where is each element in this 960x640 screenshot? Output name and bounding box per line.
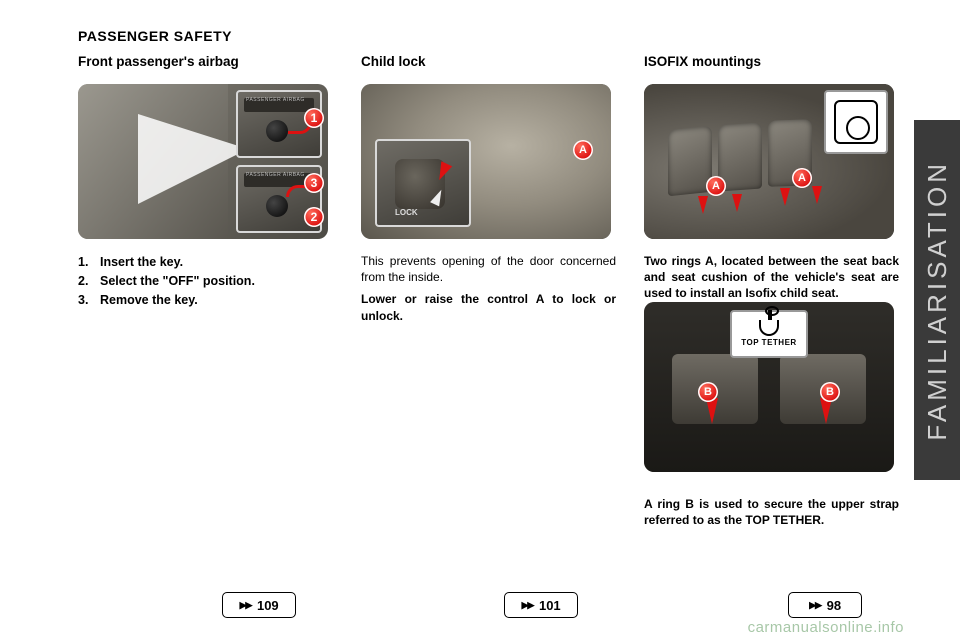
xref-isofix: ▶▶ 98 bbox=[788, 592, 862, 618]
marker-2: 2 bbox=[304, 207, 324, 227]
anchor-icon bbox=[759, 320, 779, 336]
step-item: Remove the key. bbox=[78, 291, 333, 310]
arrow-ring-a-icon bbox=[780, 188, 790, 206]
marker-a: A bbox=[573, 140, 593, 160]
marker-a: A bbox=[706, 176, 726, 196]
xref-airbag: ▶▶ 109 bbox=[222, 592, 296, 618]
steps-list: Insert the key. Select the "OFF" positio… bbox=[78, 253, 333, 309]
figure-childlock: A LOCK bbox=[361, 84, 611, 239]
fast-forward-icon: ▶▶ bbox=[239, 598, 251, 613]
callout-triangle bbox=[138, 114, 248, 204]
arrow-ring-a-icon bbox=[698, 196, 708, 214]
figure-top-tether: TOP TETHER B B bbox=[644, 302, 894, 472]
marker-3: 3 bbox=[304, 173, 324, 193]
figure-airbag: PASSENGER AIRBAG 1 PASSENGER AIRBAG 3 2 bbox=[78, 84, 328, 239]
fast-forward-icon: ▶▶ bbox=[521, 598, 533, 613]
lock-label: LOCK bbox=[395, 208, 418, 217]
subtitle-airbag: Front passenger's airbag bbox=[78, 54, 333, 72]
side-tab-label: FAMILIARISATION bbox=[922, 160, 953, 441]
airbag-switch-icon bbox=[266, 195, 288, 217]
step-item: Insert the key. bbox=[78, 253, 333, 272]
step-item: Select the "OFF" position. bbox=[78, 272, 333, 291]
col-airbag: Front passenger's airbag PASSENGER AIRBA… bbox=[78, 54, 333, 528]
childlock-para2: Lower or raise the control A to lock or … bbox=[361, 291, 616, 323]
isofix-symbol-icon bbox=[834, 100, 878, 144]
section-title: PASSENGER SAFETY bbox=[78, 28, 922, 44]
subtitle-isofix: ISOFIX mountings bbox=[644, 54, 899, 72]
arrow-ring-a-icon bbox=[732, 194, 742, 212]
columns: Front passenger's airbag PASSENGER AIRBA… bbox=[78, 54, 922, 528]
side-tab: FAMILIARISATION bbox=[914, 120, 960, 480]
marker-1: 1 bbox=[304, 108, 324, 128]
manual-page: FAMILIARISATION PASSENGER SAFETY Front p… bbox=[0, 0, 960, 640]
xref-page: 101 bbox=[539, 598, 561, 613]
watermark: carmanualsonline.info bbox=[748, 619, 904, 636]
fast-forward-icon: ▶▶ bbox=[809, 598, 821, 613]
inset-airbag-top: PASSENGER AIRBAG 1 bbox=[236, 90, 322, 158]
inset-airbag-bottom: PASSENGER AIRBAG 3 2 bbox=[236, 165, 322, 233]
arrow-ring-a-icon bbox=[812, 186, 822, 204]
xref-page: 109 bbox=[257, 598, 279, 613]
col-childlock: Child lock A LOCK This prevents opening … bbox=[361, 54, 616, 528]
isofix-para1: Two rings A, located between the seat ba… bbox=[644, 253, 899, 302]
marker-a: A bbox=[792, 168, 812, 188]
airbag-plate-text: PASSENGER AIRBAG bbox=[246, 172, 305, 178]
inset-isofix-symbol bbox=[824, 90, 888, 154]
inset-childlock: LOCK bbox=[375, 139, 471, 227]
figure-isofix-seats: A A bbox=[644, 84, 894, 239]
xref-page: 98 bbox=[827, 598, 841, 613]
top-tether-text: TOP TETHER bbox=[741, 338, 796, 347]
top-tether-label-panel: TOP TETHER bbox=[730, 310, 808, 358]
airbag-plate-text: PASSENGER AIRBAG bbox=[246, 97, 305, 103]
marker-b: B bbox=[698, 382, 718, 402]
airbag-switch-icon bbox=[266, 120, 288, 142]
col-isofix: ISOFIX mountings A A Two rings A, locate… bbox=[644, 54, 899, 528]
marker-b: B bbox=[820, 382, 840, 402]
subtitle-childlock: Child lock bbox=[361, 54, 616, 72]
top-tether-caption: A ring B is used to secure the upper str… bbox=[644, 496, 899, 528]
childlock-para1: This prevents opening of the door concer… bbox=[361, 253, 616, 285]
xref-childlock: ▶▶ 101 bbox=[504, 592, 578, 618]
